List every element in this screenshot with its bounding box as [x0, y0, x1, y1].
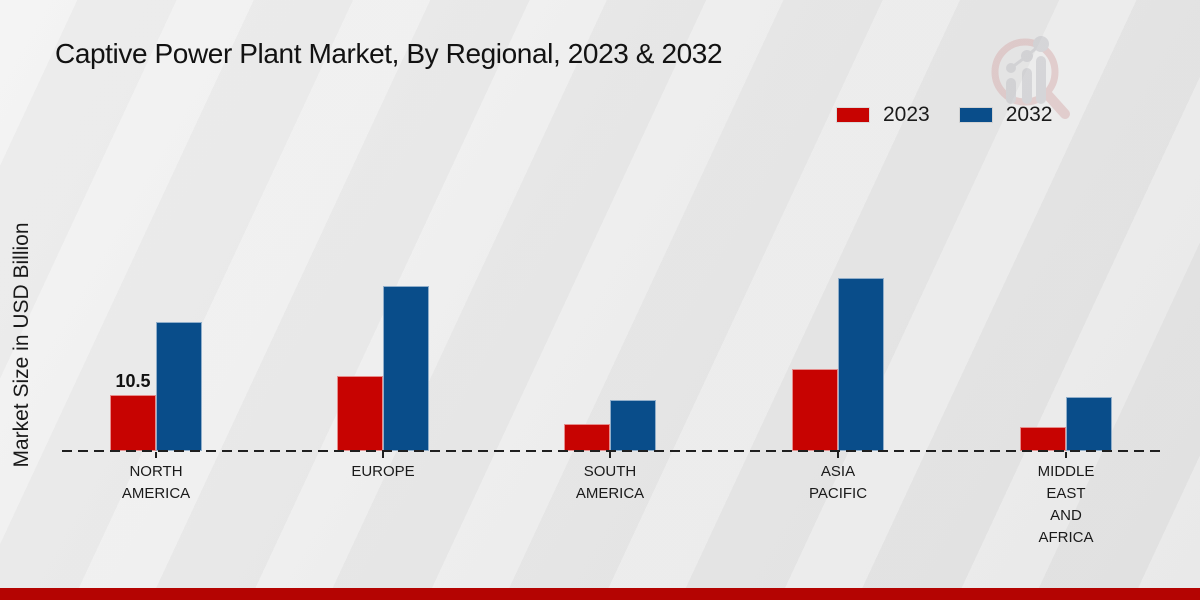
x-axis-label-south-america: SOUTH AMERICA — [575, 463, 645, 502]
x-axis-tick-south-america — [609, 452, 611, 458]
bar-2023-north-america[interactable] — [110, 395, 156, 451]
bar-2032-europe[interactable] — [383, 286, 429, 451]
legend-label-2032: 2032 — [1005, 103, 1053, 126]
bar-2032-south-america[interactable] — [610, 400, 656, 451]
bar-2023-south-america[interactable] — [564, 424, 610, 451]
bar-2023-europe[interactable] — [337, 376, 383, 451]
legend-swatch-2023 — [837, 108, 869, 122]
chart-title: Captive Power Plant Market, By Regional,… — [55, 38, 723, 69]
bar-value-label-2023-north-america: 10.5 — [115, 371, 151, 391]
bar-2032-north-america[interactable] — [156, 322, 202, 451]
x-axis-label-asia-pacific: ASIA PACIFIC — [808, 463, 868, 502]
x-axis-tick-europe — [382, 452, 384, 458]
x-axis-label-middle-east-and-africa: MIDDLE EAST AND AFRICA — [1037, 463, 1095, 546]
x-axis-baseline — [62, 450, 1162, 452]
legend: 2023 2032 — [837, 103, 1052, 127]
legend-label-2023: 2023 — [883, 103, 930, 126]
footer-band — [0, 588, 1200, 600]
bar-2032-asia-pacific[interactable] — [838, 278, 884, 451]
legend-swatch-2032 — [959, 108, 992, 122]
legend-item-2023[interactable]: 2023 — [837, 103, 930, 127]
bar-2023-middle-east-and-africa[interactable] — [1020, 427, 1066, 451]
x-axis-label-north-america: NORTH AMERICA — [121, 463, 191, 502]
x-axis-label-europe: EUROPE — [351, 463, 415, 480]
bar-2023-asia-pacific[interactable] — [792, 369, 838, 451]
legend-item-2032[interactable]: 2032 — [959, 103, 1053, 127]
magnifier-bar-chart-logo-icon — [991, 36, 1070, 119]
x-axis-tick-north-america — [155, 452, 157, 458]
x-axis-tick-asia-pacific — [837, 452, 839, 458]
x-axis-tick-middle-east-and-africa — [1065, 452, 1067, 458]
bar-2032-middle-east-and-africa[interactable] — [1066, 397, 1112, 451]
